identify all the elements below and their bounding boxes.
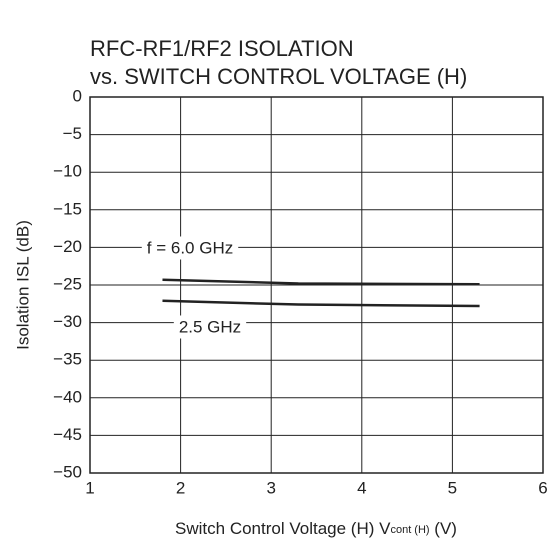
y-axis-label: Isolation ISL (dB) bbox=[13, 220, 32, 350]
y-tick-label: −25 bbox=[53, 274, 82, 293]
x-tick-label: 5 bbox=[448, 478, 457, 497]
x-tick-label: 1 bbox=[85, 478, 94, 497]
x-tick-label: 3 bbox=[266, 478, 275, 497]
y-tick-label: −40 bbox=[53, 387, 82, 406]
y-tick-label: −50 bbox=[53, 462, 82, 481]
x-axis-label-suffix: (V) bbox=[430, 519, 457, 538]
y-tick-label: −20 bbox=[53, 237, 82, 256]
chart-title: RFC-RF1/RF2 ISOLATION bbox=[90, 36, 354, 61]
annotation-background bbox=[141, 236, 239, 260]
chart-title: vs. SWITCH CONTROL VOLTAGE (H) bbox=[90, 64, 467, 89]
series-line bbox=[162, 299, 480, 308]
y-tick-label: −5 bbox=[63, 124, 82, 143]
y-tick-label: −15 bbox=[53, 199, 82, 218]
x-tick-label: 4 bbox=[357, 478, 366, 497]
y-tick-label: −45 bbox=[53, 425, 82, 444]
y-tick-label: −30 bbox=[53, 312, 82, 331]
x-tick-label: 2 bbox=[176, 478, 185, 497]
series-line bbox=[162, 278, 480, 286]
series-annotation: f = 6.0 GHz bbox=[147, 238, 233, 257]
x-axis-label-text: Switch Control Voltage (H) V bbox=[175, 519, 391, 538]
y-tick-label: −35 bbox=[53, 350, 82, 369]
x-tick-label: 6 bbox=[538, 478, 547, 497]
series-annotation: 2.5 GHz bbox=[179, 317, 241, 336]
y-tick-label: 0 bbox=[73, 86, 82, 105]
annotation-background bbox=[173, 315, 247, 339]
x-axis-label-subscript: cont (H) bbox=[390, 524, 429, 536]
y-tick-label: −10 bbox=[53, 162, 82, 181]
x-axis-label: Switch Control Voltage (H) Vcont (H) (V) bbox=[175, 519, 457, 538]
plot-frame bbox=[89, 96, 544, 474]
